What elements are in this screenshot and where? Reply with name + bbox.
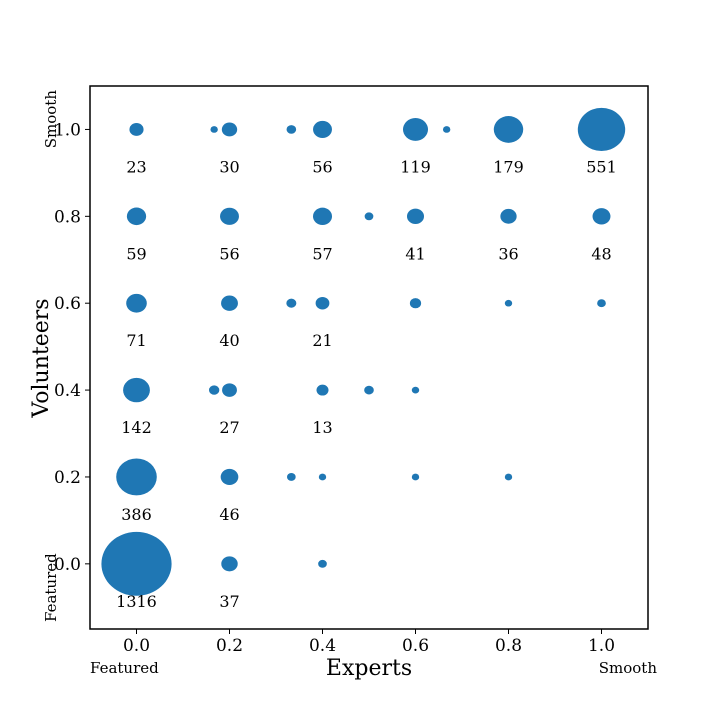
y-axis-low-end-label: Featured [42,553,60,622]
bubble-11 [592,208,611,225]
bubble-33 [364,212,374,221]
count-label-3: 119 [400,157,431,176]
bubble-28 [221,556,238,572]
y-axis-high-end-label: Smooth [42,90,60,149]
x-tick-label-2: 0.4 [309,636,336,656]
bubble-1 [221,122,238,137]
y-tick-label-2: 0.4 [54,381,81,401]
y-tick-label-1: 0.2 [54,468,81,488]
bubble-2 [313,120,332,139]
plot-frame [89,85,649,630]
x-tick-label-3: 0.6 [402,636,429,656]
bubble-32 [442,126,451,133]
count-label-19: 27 [219,418,239,437]
bubble-0 [129,123,144,136]
count-label-1: 30 [219,157,239,176]
bubble-24 [318,473,327,481]
bubble-30 [210,126,218,133]
x-axis-title: Experts [326,656,412,681]
count-label-4: 179 [493,157,524,176]
count-labels-layer: 23 30 56 119 179 551 59 56 57 41 36 48 71 40 21 142 27 13… [116,157,617,610]
y-tick-label-5: 1.0 [54,120,81,140]
y-tick-label-3: 0.6 [54,294,81,314]
count-label-23: 46 [219,505,239,524]
bubble-16 [504,299,513,307]
bubble-20 [316,384,329,396]
bubble-37 [287,473,296,481]
bubble-23 [220,468,239,486]
count-label-13: 40 [219,331,239,350]
count-label-18: 142 [121,418,152,437]
count-label-12: 71 [126,331,146,350]
bubble-12 [126,293,147,313]
bubble-29 [318,559,327,568]
x-axis-high-end-label: Smooth [599,659,658,677]
bubble-6 [126,207,147,226]
count-label-28: 37 [219,592,239,611]
bubble-25 [411,473,420,481]
bubble-3 [402,118,429,141]
bubble-17 [597,299,606,308]
x-tick-label-0: 0.0 [123,636,150,656]
count-label-22: 386 [121,505,152,524]
count-label-0: 23 [126,157,146,176]
y-tick-label-0: 0.0 [54,555,81,575]
bubble-21 [411,386,420,394]
x-tick-label-1: 0.2 [216,636,243,656]
count-label-10: 36 [498,244,518,263]
bubble-19 [222,383,237,397]
count-label-9: 41 [405,244,425,263]
x-tick-label-4: 0.8 [495,636,522,656]
bubble-8 [312,207,333,225]
bubble-13 [221,295,238,311]
count-label-14: 21 [312,331,332,350]
count-label-8: 57 [312,244,332,263]
bubble-31 [286,125,297,134]
y-axis-title: Volunteers [29,298,54,418]
count-label-7: 56 [219,244,239,263]
bubble-9 [407,208,424,225]
count-label-2: 56 [312,157,332,176]
bubble-36 [364,385,374,395]
x-axis-low-end-label: Featured [90,659,159,677]
bubble-4 [493,116,524,143]
bubble-15 [409,298,422,309]
bubble-18 [123,377,150,403]
bubble-5 [577,107,626,151]
count-label-20: 13 [312,418,332,437]
bubble-26 [504,473,513,481]
bubble-34 [286,298,297,308]
count-label-11: 48 [591,244,611,263]
y-tick-label-4: 0.8 [54,207,81,227]
y-axis-ticks: 0.0 0.2 0.4 0.6 0.8 1.0 [54,120,90,575]
bubbles-layer [101,107,626,596]
count-label-27: 1316 [116,592,157,611]
bubble-22 [116,458,157,496]
count-label-6: 59 [126,244,146,263]
bubble-27 [101,531,172,596]
bubble-35 [209,385,220,395]
bubble-7 [220,207,239,225]
x-axis-ticks: 0.0 0.2 0.4 0.6 0.8 1.0 [123,629,615,656]
x-tick-label-5: 1.0 [588,636,615,656]
bubble-10 [500,208,517,224]
bubble-14 [315,296,330,310]
count-label-5: 551 [586,157,617,176]
